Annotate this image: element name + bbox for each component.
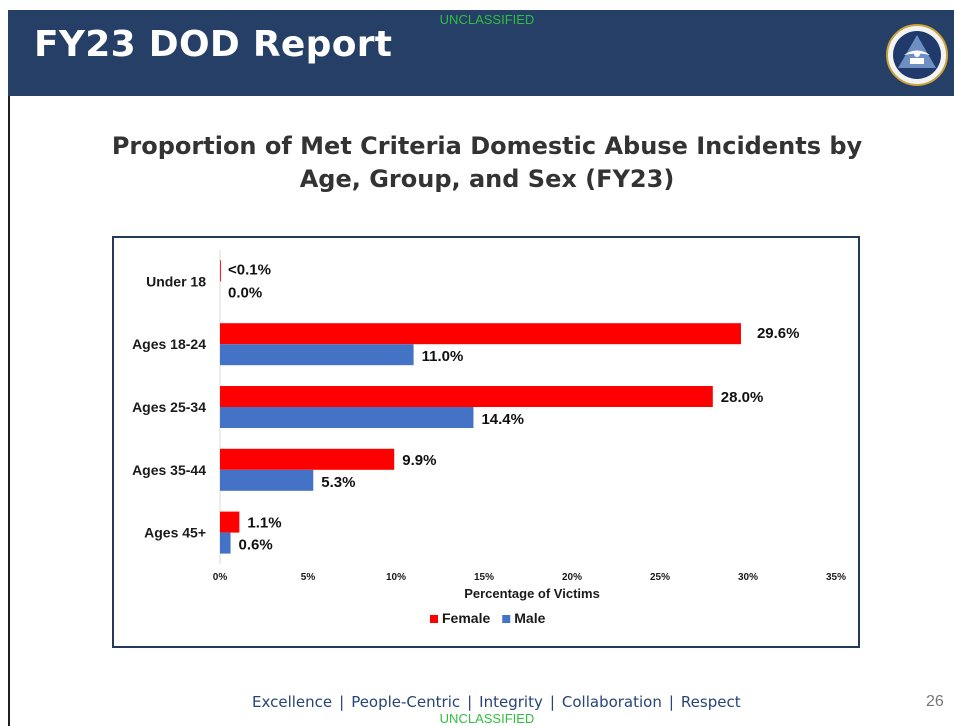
bar-male: [220, 532, 231, 554]
data-label: 0.0%: [228, 284, 262, 301]
category-label: Ages 45+: [144, 525, 206, 541]
left-border: [8, 96, 10, 726]
x-tick-label: 10%: [386, 572, 406, 583]
x-tick-label: 35%: [826, 572, 846, 583]
data-label: 5.3%: [321, 474, 355, 491]
data-label: <0.1%: [228, 261, 271, 278]
bar-male: [220, 469, 314, 491]
x-tick-label: 25%: [650, 572, 670, 583]
footer-value: People-Centric: [351, 693, 461, 711]
chart-title: Proportion of Met Criteria Domestic Abus…: [111, 132, 863, 193]
legend-label-male: Male: [514, 610, 545, 626]
x-axis-title: Percentage of Victims: [464, 586, 600, 601]
x-tick-label: 0%: [213, 572, 228, 583]
category-label: Ages 18-24: [132, 336, 206, 352]
footer-value: Collaboration: [561, 693, 662, 711]
x-tick-label: 20%: [562, 572, 582, 583]
header-bar: [8, 10, 954, 96]
data-label: 11.0%: [422, 348, 464, 365]
footer-separator: |: [668, 693, 674, 711]
legend-swatch-female: [430, 615, 438, 623]
footer-value: Excellence: [252, 693, 333, 711]
classification-top: UNCLASSIFIED: [439, 12, 535, 27]
chart-frame: Under 18 <0.1% 0.0% Ages 18-24 29.6% 11.0% Age…: [112, 236, 860, 648]
category-label: Under 18: [146, 273, 206, 289]
page-title: FY23 DOD Report: [34, 24, 393, 65]
bar-female: [220, 323, 741, 345]
footer-values: Excellence | People-Centric | Integrity | Coll…: [252, 693, 741, 711]
bar-female: [220, 260, 221, 282]
data-label: 14.4%: [481, 411, 524, 428]
category-label: Ages 25-34: [132, 399, 206, 415]
data-label: 0.6%: [239, 537, 273, 554]
footer-value: Integrity: [479, 693, 543, 711]
x-tick-label: 15%: [474, 572, 494, 583]
bar-female: [220, 448, 395, 470]
bar-female: [220, 386, 713, 407]
bar-chart: Under 18 <0.1% 0.0% Ages 18-24 29.6% 11.0% Age…: [132, 250, 846, 626]
data-label: 28.0%: [721, 389, 764, 406]
bar-female: [220, 511, 240, 533]
bar-male: [220, 407, 474, 428]
category-label: Ages 35-44: [132, 462, 206, 478]
legend-label-female: Female: [442, 610, 490, 626]
footer-separator: |: [467, 693, 473, 711]
x-tick-label: 30%: [738, 572, 758, 583]
bar-male: [220, 344, 414, 366]
data-label: 1.1%: [247, 515, 281, 532]
legend-swatch-male: [502, 615, 511, 623]
footer-separator: |: [339, 693, 345, 711]
footer-separator: |: [549, 693, 555, 711]
data-label: 29.6%: [757, 325, 800, 342]
x-tick-label: 5%: [301, 572, 316, 583]
dod-seal-icon: [886, 24, 948, 86]
data-label: 9.9%: [402, 452, 436, 469]
slide-number: 26: [926, 693, 944, 710]
footer-value: Respect: [680, 693, 741, 711]
classification-bottom: UNCLASSIFIED: [439, 711, 535, 726]
